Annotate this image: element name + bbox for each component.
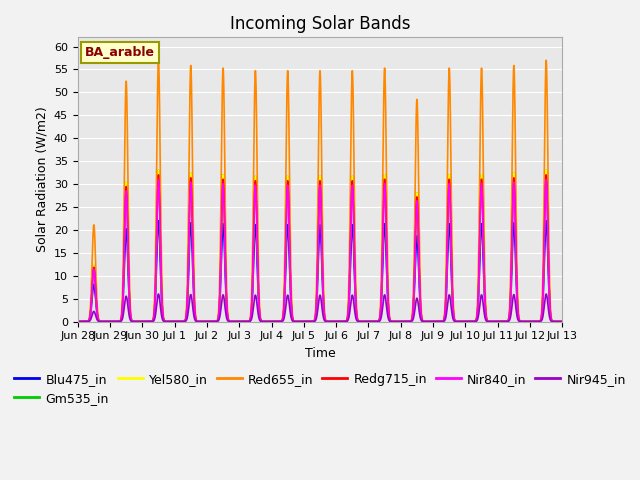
Redg715_in: [558, 319, 566, 324]
Blu475_in: [161, 319, 169, 324]
Redg715_in: [155, 172, 163, 178]
Nir945_in: [301, 319, 309, 324]
X-axis label: Time: Time: [305, 347, 335, 360]
Blu475_in: [155, 218, 163, 224]
Line: Gm535_in: Gm535_in: [77, 170, 562, 322]
Blu475_in: [558, 319, 566, 324]
Legend: Blu475_in, Gm535_in, Yel580_in, Red655_in, Redg715_in, Nir840_in, Nir945_in: Blu475_in, Gm535_in, Yel580_in, Red655_i…: [10, 368, 630, 410]
Gm535_in: [301, 319, 309, 324]
Nir945_in: [161, 319, 169, 324]
Line: Yel580_in: Yel580_in: [77, 170, 562, 322]
Gm535_in: [155, 168, 163, 173]
Line: Redg715_in: Redg715_in: [77, 175, 562, 322]
Nir945_in: [558, 319, 566, 324]
Redg715_in: [456, 319, 463, 324]
Yel580_in: [301, 319, 309, 324]
Nir945_in: [558, 319, 566, 324]
Gm535_in: [558, 319, 566, 324]
Yel580_in: [428, 319, 436, 324]
Red655_in: [155, 58, 163, 63]
Yel580_in: [558, 319, 566, 324]
Blu475_in: [401, 319, 409, 324]
Redg715_in: [301, 319, 309, 324]
Gm535_in: [428, 319, 436, 324]
Title: Incoming Solar Bands: Incoming Solar Bands: [230, 15, 410, 33]
Line: Red655_in: Red655_in: [77, 60, 562, 322]
Gm535_in: [558, 319, 566, 324]
Line: Nir945_in: Nir945_in: [77, 294, 562, 322]
Red655_in: [161, 318, 169, 324]
Gm535_in: [456, 319, 463, 324]
Line: Nir840_in: Nir840_in: [77, 180, 562, 322]
Red655_in: [558, 319, 566, 324]
Yel580_in: [155, 168, 163, 173]
Nir945_in: [74, 319, 81, 324]
Blu475_in: [74, 319, 81, 324]
Nir840_in: [401, 319, 409, 324]
Nir840_in: [558, 319, 566, 324]
Nir945_in: [428, 319, 436, 324]
Nir840_in: [301, 319, 309, 324]
Blu475_in: [456, 319, 463, 324]
Nir945_in: [401, 319, 409, 324]
Gm535_in: [161, 318, 169, 324]
Redg715_in: [428, 319, 436, 324]
Nir840_in: [74, 319, 81, 324]
Blu475_in: [301, 319, 309, 324]
Yel580_in: [401, 319, 409, 324]
Redg715_in: [558, 319, 566, 324]
Y-axis label: Solar Radiation (W/m2): Solar Radiation (W/m2): [35, 107, 48, 252]
Line: Blu475_in: Blu475_in: [77, 221, 562, 322]
Yel580_in: [161, 318, 169, 324]
Nir840_in: [456, 319, 463, 324]
Redg715_in: [161, 318, 169, 324]
Red655_in: [456, 319, 463, 324]
Nir945_in: [155, 291, 163, 297]
Yel580_in: [456, 319, 463, 324]
Nir840_in: [155, 177, 163, 182]
Gm535_in: [74, 319, 81, 324]
Red655_in: [428, 319, 436, 324]
Red655_in: [74, 319, 81, 324]
Red655_in: [301, 319, 309, 324]
Blu475_in: [558, 319, 566, 324]
Nir840_in: [558, 319, 566, 324]
Blu475_in: [428, 319, 436, 324]
Yel580_in: [74, 319, 81, 324]
Redg715_in: [401, 319, 409, 324]
Text: BA_arable: BA_arable: [85, 46, 155, 59]
Red655_in: [558, 319, 566, 324]
Nir840_in: [428, 319, 436, 324]
Nir945_in: [456, 319, 463, 324]
Yel580_in: [558, 319, 566, 324]
Gm535_in: [401, 319, 409, 324]
Red655_in: [401, 319, 409, 324]
Redg715_in: [74, 319, 81, 324]
Nir840_in: [161, 318, 169, 324]
